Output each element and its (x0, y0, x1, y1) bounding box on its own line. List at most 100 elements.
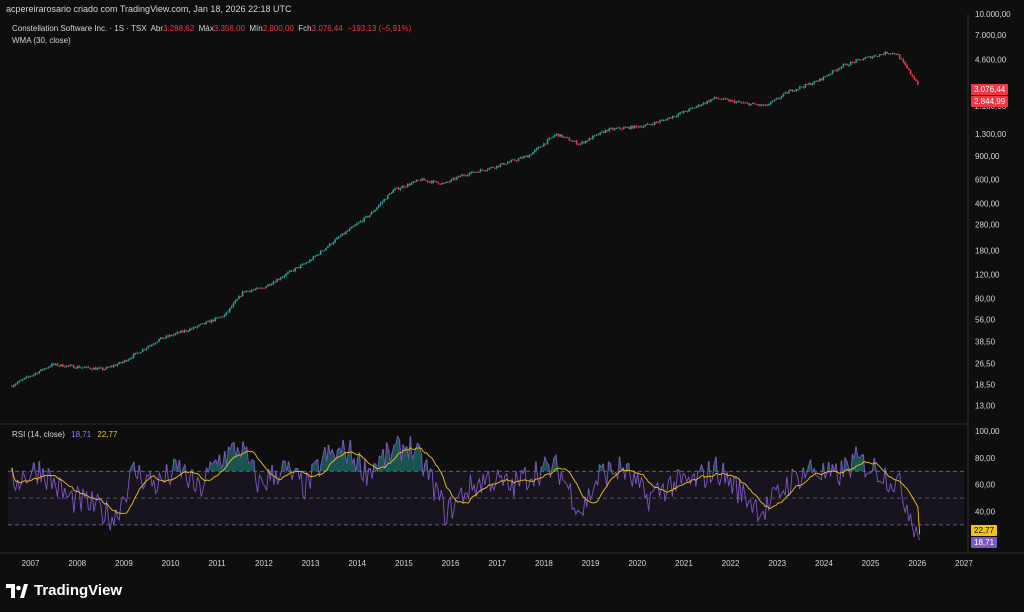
candle-body (828, 74, 830, 75)
candle-body (697, 105, 699, 107)
candle-body (892, 53, 894, 54)
candle-body (610, 128, 612, 129)
candle-body (316, 255, 318, 256)
candle-body (57, 364, 59, 366)
candle-body (857, 59, 859, 60)
candle-body (501, 163, 503, 164)
candle-body (423, 179, 425, 181)
candle-body (470, 172, 472, 174)
candle-body (490, 167, 492, 168)
candle-body (815, 81, 817, 82)
candle-body (841, 66, 843, 68)
candle-body (256, 288, 258, 289)
candle-body (254, 289, 256, 290)
candle-body (826, 76, 828, 77)
candle-body (538, 147, 540, 148)
candle-body (343, 233, 345, 234)
candle-body (601, 132, 603, 133)
candle-body (803, 87, 805, 88)
candle-body (736, 102, 738, 103)
candle-body (759, 104, 761, 105)
candle-body (49, 366, 51, 367)
time-axis-tick: 2008 (68, 559, 86, 568)
candle-body (340, 236, 342, 237)
candle-body (445, 182, 447, 183)
candle-body (714, 97, 716, 99)
candle-body (303, 264, 305, 265)
candle-body (574, 141, 576, 142)
candle-body (895, 54, 897, 55)
candle-body (131, 358, 133, 359)
candle-body (371, 212, 373, 215)
time-axis-tick: 2011 (208, 559, 226, 568)
candle-body (429, 181, 431, 182)
candle-body (661, 120, 663, 121)
candle-body (732, 100, 734, 101)
candle-body (812, 84, 814, 85)
candle-body (846, 64, 848, 66)
candle-body (411, 183, 413, 185)
candle-body (534, 150, 536, 152)
tradingview-logo[interactable]: TradingView (6, 582, 122, 599)
candle-body (510, 160, 512, 162)
candle-body (209, 321, 211, 323)
candle-body (790, 90, 792, 91)
candle-body (873, 56, 875, 57)
candle-body (416, 180, 418, 182)
price-axis-tick: 13,00 (975, 401, 996, 410)
candle-body (683, 111, 685, 113)
candle-body (616, 128, 618, 129)
rsi-axis-tick: 60,00 (975, 481, 996, 490)
candle-body (569, 138, 571, 141)
candle-body (608, 128, 610, 131)
candle-body (184, 330, 186, 332)
candle-body (674, 116, 676, 117)
candle-body (734, 100, 736, 102)
candle-body (692, 108, 694, 109)
candle-body (786, 92, 788, 93)
candle-body (218, 317, 220, 318)
candle-body (667, 119, 669, 121)
candle-body (529, 155, 531, 158)
candle-body (451, 179, 453, 181)
candle-body (772, 101, 774, 102)
candle-body (870, 56, 872, 58)
candle-body (331, 244, 333, 245)
candle-body (547, 140, 549, 144)
candle-body (766, 104, 768, 105)
candle-body (654, 122, 656, 125)
candle-body (519, 157, 521, 158)
candle-body (73, 365, 75, 368)
candle-body (659, 121, 661, 123)
candle-body (418, 180, 420, 181)
candle-body (837, 69, 839, 71)
candle-body (120, 362, 122, 363)
candle-body (792, 90, 794, 92)
candle-body (207, 321, 209, 322)
candle-body (754, 103, 756, 104)
price-axis-tick: 400,00 (975, 200, 1000, 209)
candle-body (478, 172, 480, 173)
candle-body (354, 225, 356, 226)
candle-body (91, 369, 93, 370)
candle-body (434, 181, 436, 182)
candle-body (487, 170, 489, 171)
candle-body (854, 62, 856, 63)
candle-body (225, 312, 227, 315)
candle-body (703, 103, 705, 105)
candle-body (389, 193, 391, 194)
candle-body (276, 279, 278, 282)
candle-body (438, 183, 440, 184)
candle-body (726, 99, 728, 100)
candle-body (706, 101, 708, 104)
candle-body (178, 332, 180, 333)
candle-body (118, 362, 120, 364)
candle-body (647, 124, 649, 125)
candle-body (403, 186, 405, 187)
candle-body (808, 83, 810, 84)
candle-body (556, 134, 558, 135)
candle-body (320, 251, 322, 255)
candle-body (832, 70, 834, 73)
candle-body (460, 176, 462, 177)
